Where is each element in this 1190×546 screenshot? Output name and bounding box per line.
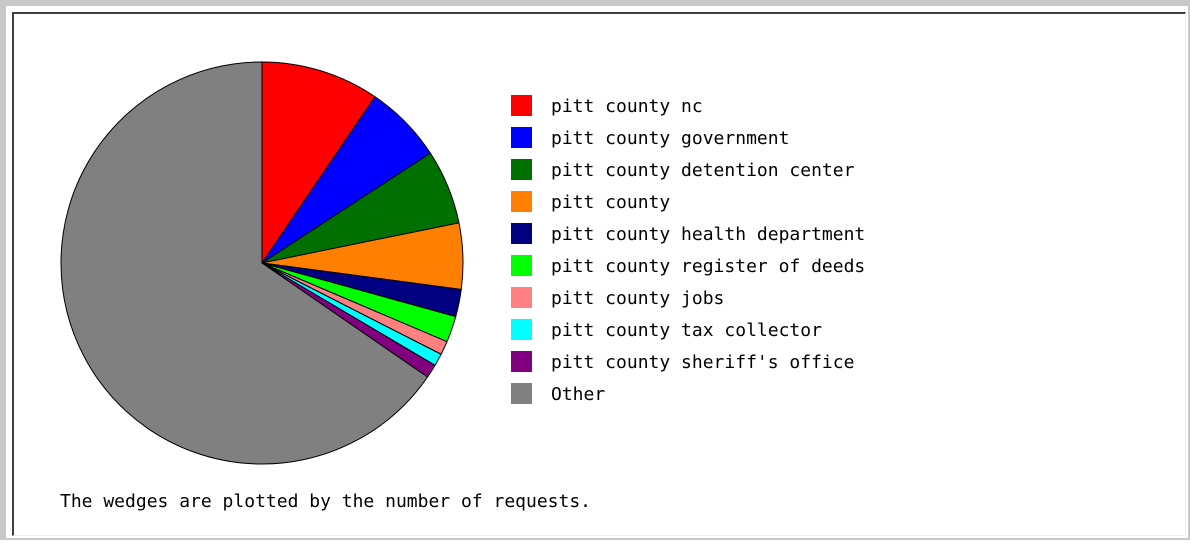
legend-swatch-pitt-county [511,191,532,212]
legend-swatch-other [511,383,532,404]
legend-label-pitt-county-detention-center: pitt county detention center [551,160,855,181]
legend-label-other: Other [551,384,605,405]
legend-label-pitt-county: pitt county [551,192,670,213]
chart-frame-inner [12,12,1186,536]
pie-slice-other [60,61,429,465]
legend-label-pitt-county-sheriff-s-office: pitt county sheriff's office [551,352,854,373]
legend-swatch-pitt-county-government [511,127,532,148]
legend-label-pitt-county-health-department: pitt county health department [551,224,865,245]
legend-swatch-pitt-county-nc [511,95,532,116]
legend-label-pitt-county-tax-collector: pitt county tax collector [551,320,822,341]
pie-slice-pitt-county-nc [261,61,376,265]
legend-label-pitt-county-jobs: pitt county jobs [551,288,724,309]
legend-swatch-pitt-county-sheriff-s-office [511,351,532,372]
legend: pitt county nc pitt county government pitt… [511,95,865,405]
legend-label-pitt-county-nc: pitt county nc [551,96,703,117]
legend-swatch-pitt-county-tax-collector [511,319,532,340]
legend-label-pitt-county-government: pitt county government [551,128,789,149]
legend-swatch-pitt-county-jobs [511,287,532,308]
pie-chart: pitt county nc pitt county government pitt… [60,61,865,512]
legend-label-pitt-county-register-of-deeds: pitt county register of deeds [551,256,865,277]
pie-wedges [60,61,464,465]
chart-caption: The wedges are plotted by the number of … [60,491,591,512]
legend-swatch-pitt-county-register-of-deeds [511,255,532,276]
legend-swatch-pitt-county-health-department [511,223,532,244]
legend-swatch-pitt-county-detention-center [511,159,532,180]
